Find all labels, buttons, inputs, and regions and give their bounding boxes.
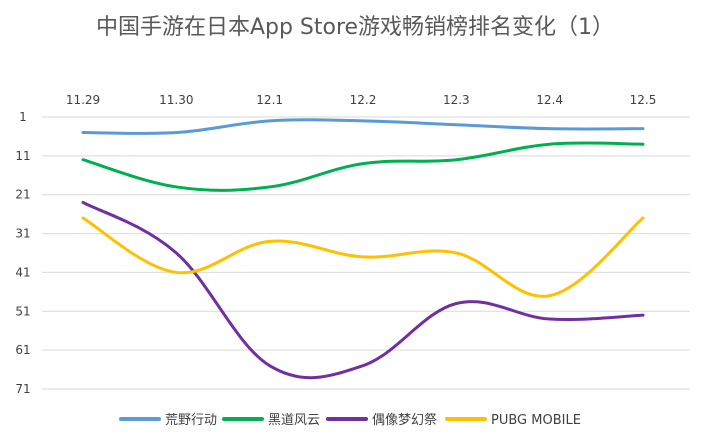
y-tick-label: 1 bbox=[19, 110, 27, 124]
series-line-0 bbox=[81, 118, 645, 135]
y-tick-label: 51 bbox=[15, 304, 30, 318]
legend-label-1: 黑道风云 bbox=[268, 413, 320, 428]
x-ticks-layer: 11.29 11.30 12.1 12.2 12.3 12.4 12.5 bbox=[66, 93, 657, 107]
x-tick-label: 12.4 bbox=[536, 93, 563, 107]
y-tick-label: 41 bbox=[15, 265, 30, 279]
legend-label-0: 荒野行动 bbox=[165, 413, 217, 428]
y-tick-label: 31 bbox=[15, 227, 30, 241]
x-tick-label: 12.1 bbox=[256, 93, 283, 107]
series-layer bbox=[81, 118, 645, 380]
grid-layer bbox=[42, 116, 690, 390]
y-tick-label: 11 bbox=[15, 149, 30, 163]
series-line-2 bbox=[81, 200, 645, 380]
x-tick-label: 11.29 bbox=[66, 93, 100, 107]
legend-label-3: PUBG MOBILE bbox=[491, 413, 581, 428]
series-line-3 bbox=[81, 216, 645, 298]
x-tick-label: 12.5 bbox=[630, 93, 657, 107]
legend: 荒野行动 黑道风云 偶像梦幻祭 PUBG MOBILE bbox=[119, 413, 581, 428]
x-tick-label: 12.2 bbox=[350, 93, 377, 107]
x-tick-label: 11.30 bbox=[159, 93, 193, 107]
x-tick-label: 12.3 bbox=[443, 93, 470, 107]
series-line-1 bbox=[81, 141, 645, 192]
y-tick-label: 61 bbox=[15, 343, 30, 357]
y-tick-label: 21 bbox=[15, 188, 30, 202]
y-tick-label: 71 bbox=[15, 382, 30, 396]
chart-title: 中国手游在日本App Store游戏畅销榜排名变化（1） bbox=[96, 15, 614, 40]
legend-label-2: 偶像梦幻祭 bbox=[372, 413, 437, 428]
